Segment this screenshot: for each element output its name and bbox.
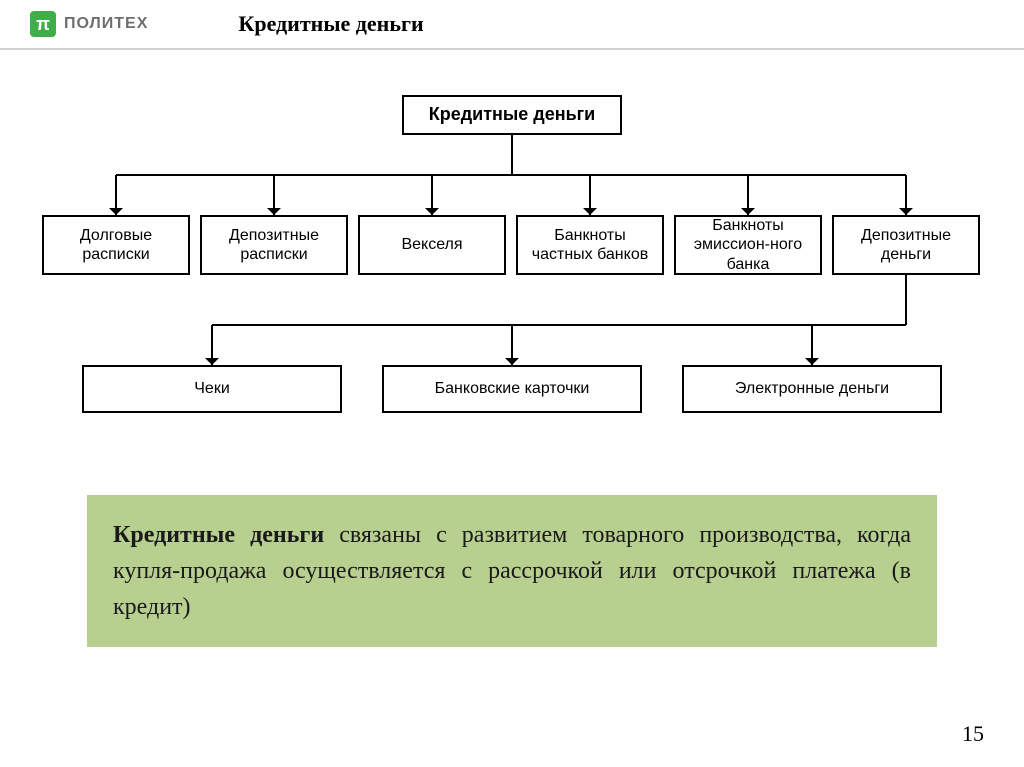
node-root: Кредитные деньги — [402, 95, 622, 135]
logo-mark-icon: π — [30, 11, 56, 37]
definition-lead: Кредитные деньги — [113, 522, 324, 548]
node-n2: Депозитные расписки — [200, 215, 348, 275]
page-number: 15 — [962, 721, 984, 747]
logo-text: ПОЛИТЕХ — [64, 15, 148, 33]
header: π ПОЛИТЕХ Кредитные деньги — [0, 0, 1024, 50]
node-n5: Банкноты эмиссион-ного банка — [674, 215, 822, 275]
node-m1: Чеки — [82, 365, 342, 413]
definition-box: Кредитные деньги связаны с развитием тов… — [87, 495, 937, 647]
node-m2: Банковские карточки — [382, 365, 642, 413]
node-n4: Банкноты частных банков — [516, 215, 664, 275]
tree-diagram: Кредитные деньгиДолговые распискиДепозит… — [42, 95, 982, 435]
node-m3: Электронные деньги — [682, 365, 942, 413]
node-n3: Векселя — [358, 215, 506, 275]
slide-title: Кредитные деньги — [238, 11, 423, 37]
node-n1: Долговые расписки — [42, 215, 190, 275]
logo: π ПОЛИТЕХ — [30, 11, 148, 37]
node-n6: Депозитные деньги — [832, 215, 980, 275]
